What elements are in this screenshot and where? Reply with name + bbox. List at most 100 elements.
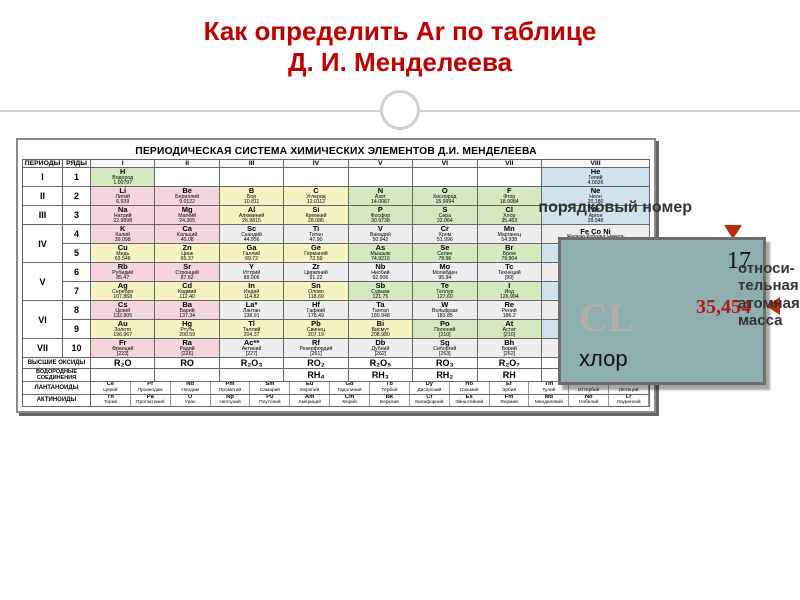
element-cell: CsЦезий132.905 [91, 301, 155, 320]
period-label: IV [23, 225, 63, 263]
grp: VI [413, 160, 477, 168]
row-number: 7 [63, 282, 91, 301]
empty-cell [155, 168, 219, 187]
row-number: 5 [63, 244, 91, 263]
series-element: CeЦерий [91, 382, 131, 394]
element-cell: ZrЦирконий91.22 [284, 263, 348, 282]
series-element: MdМенделевий [529, 395, 569, 407]
row-number: 3 [63, 206, 91, 225]
element-cell: IИод126.904 [477, 282, 541, 301]
element-cell: NaНатрий22.9898 [91, 206, 155, 225]
element-cell: HВодород1.00797 [91, 168, 155, 187]
divider-circle [380, 90, 420, 130]
series-element: ErЭрбий [490, 382, 530, 394]
element-cell: Ac**Актиний[227] [219, 339, 283, 358]
series-element: EuЕвропий [290, 382, 330, 394]
element-cell: GeГерманий72.59 [284, 244, 348, 263]
hydride-cell: RH₃ [348, 369, 412, 382]
series-label: ЛАНТАНОИДЫ [23, 382, 91, 395]
element-cell: RbРубидий85.47 [91, 263, 155, 282]
series-strip: ThТорийPaПротактинийUУранNpНептунийPuПлу… [91, 394, 650, 407]
slide-title: Как определить Ar по таблице Д. И. Менде… [0, 0, 800, 90]
element-cell: CuМедь63.546 [91, 244, 155, 263]
series-element: HoГольмий [450, 382, 490, 394]
row-number: 9 [63, 320, 91, 339]
oxide-cell: RO [155, 358, 219, 369]
table-row: 9AuЗолото196.967HgРтуть200.59TlТаллий204… [23, 320, 650, 339]
element-cell: KКалий39.098 [91, 225, 155, 244]
element-cell: HeГелий4.0026 [542, 168, 650, 187]
oxide-cell: RO₂ [284, 358, 348, 369]
element-cell: TiТитан47.90 [284, 225, 348, 244]
element-cell: SСера32.064 [413, 206, 477, 225]
element-cell: FrФранций[223] [91, 339, 155, 358]
cl-symbol: CL [579, 294, 635, 341]
element-cell: SbСурьма121.75 [348, 282, 412, 301]
series-element: CfКалифорний [410, 395, 450, 407]
period-label: I [23, 168, 63, 187]
series-element: PmПрометий [211, 382, 251, 394]
series-row: АКТИНОИДЫThТорийPaПротактинийUУранNpНепт… [23, 394, 650, 407]
element-cell: BБор10.811 [219, 187, 283, 206]
table-row: IV4KКалий39.098CaКальций40.08ScСкандий44… [23, 225, 650, 244]
series-element: NpНептуний [211, 395, 251, 407]
series-element: FmФермий [490, 395, 530, 407]
period-label: VII [23, 339, 63, 358]
element-cell: TeТеллур127.60 [413, 282, 477, 301]
period-label: II [23, 187, 63, 206]
element-cell: CrХром51.996 [413, 225, 477, 244]
series-row: ЛАНТАНОИДЫCeЦерийPrПразеодимNdНеодимPmПр… [23, 382, 650, 395]
period-label: III [23, 206, 63, 225]
hydride-row: ВОДОРОДНЫЕ СОЕДИНЕНИЯRH₄RH₃RH₂RH [23, 369, 650, 382]
table-row: VI8CsЦезий132.905BaБарий137.34La*Лантан1… [23, 301, 650, 320]
grp: I [91, 160, 155, 168]
grp: V [348, 160, 412, 168]
element-cell: AuЗолото196.967 [91, 320, 155, 339]
element-cell: ClХлор35.453 [477, 206, 541, 225]
element-cell: RfРезерфордий[261] [284, 339, 348, 358]
hydride-label: ВОДОРОДНЫЕ СОЕДИНЕНИЯ [23, 369, 91, 382]
empty-cell [348, 168, 412, 187]
hydride-cell: RH [477, 369, 541, 382]
element-cell: SiКремний28.086 [284, 206, 348, 225]
element-cell: CУглерод12.0112 [284, 187, 348, 206]
element-cell: CdКадмий112.40 [155, 282, 219, 301]
title-line2: Д. И. Менделеева [288, 47, 512, 77]
oxide-label: ВЫСШИЕ ОКСИДЫ [23, 358, 91, 369]
grp: IV [284, 160, 348, 168]
element-cell: TcТехнеций[99] [477, 263, 541, 282]
element-cell: NАзот14.0067 [348, 187, 412, 206]
element-cell: SnОлово118.69 [284, 282, 348, 301]
hdr-rows: РЯДЫ [63, 160, 91, 168]
series-element: PuПлутоний [250, 395, 290, 407]
oxide-cell: R₂O₃ [219, 358, 283, 369]
table-row: 7AgСеребро107.868CdКадмий112.40InИндий11… [23, 282, 650, 301]
element-cell: PФосфор30.9738 [348, 206, 412, 225]
element-cell: AsМышьяк74.9216 [348, 244, 412, 263]
row-number: 8 [63, 301, 91, 320]
element-cell: CaКальций40.08 [155, 225, 219, 244]
label-atomic-mass: относи-тельная атомная масса [738, 260, 800, 329]
element-cell: BrБром79.904 [477, 244, 541, 263]
element-cell: NbНиобий92.906 [348, 263, 412, 282]
element-cell: PoПолоний[210] [413, 320, 477, 339]
oxide-row: ВЫСШИЕ ОКСИДЫR₂OROR₂O₃RO₂R₂O₅RO₃R₂O₇RO₄ [23, 358, 650, 369]
hydride-cell [219, 369, 283, 382]
series-element: EsЭйнштейний [450, 395, 490, 407]
label-ordinal: порядковый номер [538, 199, 692, 217]
element-cell: SrСтронций87.62 [155, 263, 219, 282]
series-element: AmАмериций [290, 395, 330, 407]
element-cell: BiВисмут208.980 [348, 320, 412, 339]
hydride-cell: RH₂ [413, 369, 477, 382]
grp: VII [477, 160, 541, 168]
series-element: ThТорий [91, 395, 131, 407]
element-cell: HgРтуть200.59 [155, 320, 219, 339]
empty-cell [413, 168, 477, 187]
slide: Как определить Ar по таблице Д. И. Менде… [0, 0, 800, 600]
element-cell: TlТаллий204.37 [219, 320, 283, 339]
divider [0, 90, 800, 130]
element-cell: MoМолибден95.94 [413, 263, 477, 282]
element-cell: SgСиборгий[263] [413, 339, 477, 358]
series-element: BkБерклий [370, 395, 410, 407]
element-cell: FФтор18.9984 [477, 187, 541, 206]
